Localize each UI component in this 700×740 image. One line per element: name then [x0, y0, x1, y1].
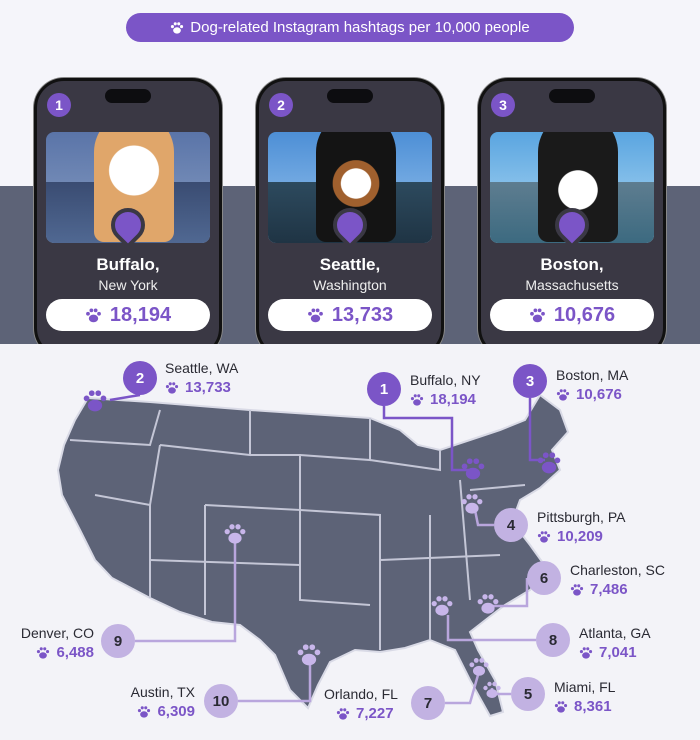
label-text: 8,361: [574, 698, 612, 715]
value-row: 6,309: [131, 702, 195, 722]
label-text: 13,733: [185, 379, 231, 396]
map-label-boston: Boston, MA 10,676: [556, 365, 628, 405]
banner-text: Dog-related Instagram hashtags per 10,00…: [190, 19, 530, 36]
paw-icon: [537, 530, 551, 544]
svg-text:8: 8: [549, 632, 557, 649]
value-row: 7,486: [570, 580, 665, 600]
rank-circle-10: 10: [204, 684, 238, 718]
title-banner: Dog-related Instagram hashtags per 10,00…: [126, 13, 574, 42]
svg-text:2: 2: [136, 370, 144, 387]
label-text: 6,309: [157, 703, 195, 720]
value-row: 8,361: [554, 697, 615, 717]
value-row: 10,676: [556, 385, 628, 405]
label-text: Charleston, SC: [570, 562, 665, 578]
value-row: 10,209: [537, 527, 625, 547]
rank-circle-2: 2: [123, 361, 157, 395]
svg-text:3: 3: [526, 373, 534, 390]
label-text: 10,209: [557, 528, 603, 545]
label-text: Buffalo, NY: [410, 372, 481, 388]
state-borders: [69, 409, 526, 650]
label-text: Atlanta, GA: [579, 625, 651, 641]
paw-icon: [336, 707, 350, 721]
map-label-buffalo: Buffalo, NY 18,194: [410, 370, 481, 410]
label-text: Boston, MA: [556, 367, 629, 383]
rank-circle-5: 5: [511, 677, 545, 711]
value-text: 18,194: [109, 303, 172, 326]
label-text: Miami, FL: [554, 679, 616, 695]
svg-text:7: 7: [424, 695, 432, 712]
label-text: 7,486: [590, 581, 628, 598]
label-text: Seattle, WA: [165, 360, 239, 376]
label-text: 6,488: [56, 644, 94, 661]
svg-text:4: 4: [507, 517, 516, 534]
value-row: 13,733: [165, 378, 238, 398]
label-text: Pittsburgh, PA: [537, 509, 626, 525]
svg-text:5: 5: [524, 686, 532, 703]
label-text: 10,676: [576, 386, 622, 403]
value-row: 6,488: [21, 643, 94, 663]
label-text: 18,194: [430, 391, 476, 408]
phone-notch: [549, 89, 595, 103]
city-name: Buffalo,: [96, 255, 160, 274]
paw-icon: [165, 381, 179, 395]
label-text: Austin, TX: [130, 684, 195, 700]
paw-icon: [137, 705, 151, 719]
value-row: 7,041: [579, 643, 651, 663]
paw-icon: [410, 393, 424, 407]
paw-icon: [579, 646, 593, 660]
rank-circle-7: 7: [411, 686, 445, 720]
phone-card-2: 2 Seattle, Washington 13,733: [256, 78, 444, 358]
svg-text:1: 1: [380, 381, 388, 398]
city-name: Boston,: [540, 255, 604, 274]
label-text: 7,227: [356, 705, 394, 722]
state-name: Massachusetts: [525, 277, 619, 293]
value-row: 18,194: [410, 390, 481, 410]
map-label-atlanta: Atlanta, GA 7,041: [579, 623, 651, 663]
value-pill: 18,194: [46, 299, 210, 331]
rank-circle-9: 9: [101, 624, 135, 658]
map-label-miami: Miami, FL 8,361: [554, 677, 615, 717]
state-name: Washington: [313, 277, 387, 293]
us-outline: [56, 393, 570, 718]
map-label-pittsburgh: Pittsburgh, PA 10,209: [537, 507, 625, 547]
phone-card-1: 1 Buffalo, New York 18,194: [34, 78, 222, 358]
paw-icon: [556, 388, 570, 402]
map-label-charleston: Charleston, SC 7,486: [570, 560, 665, 600]
label-text: 7,041: [599, 644, 637, 661]
rank-circle-1: 1: [367, 372, 401, 406]
value-text: 13,733: [331, 303, 394, 326]
state-name: New York: [98, 277, 158, 293]
rank-badge: 3: [491, 93, 515, 117]
map-label-orlando: Orlando, FL 7,227: [324, 684, 398, 724]
rank-circle-3: 3: [513, 364, 547, 398]
value-row: 7,227: [324, 704, 398, 724]
city-name: Seattle,: [319, 255, 381, 274]
map-label-denver: Denver, CO 6,488: [21, 623, 94, 663]
paw-icon: [570, 583, 584, 597]
rank-badge: 2: [269, 93, 293, 117]
paw-icon: [36, 646, 50, 660]
rank-badge: 1: [47, 93, 71, 117]
label-text: Orlando, FL: [324, 686, 398, 702]
paw-icon: [554, 700, 568, 714]
rank-circles: 1 2 3 4 5 6 7 8 9 10: [101, 361, 570, 720]
value-pill: 10,676: [490, 299, 654, 331]
svg-text:10: 10: [213, 693, 230, 710]
map-label-austin: Austin, TX 6,309: [131, 682, 195, 722]
phone-notch: [327, 89, 373, 103]
value-pill: 13,733: [268, 299, 432, 331]
label-text: Denver, CO: [20, 625, 94, 641]
value-text: 10,676: [553, 303, 616, 326]
rank-circle-4: 4: [494, 508, 528, 542]
map-label-seattle: Seattle, WA 13,733: [165, 358, 238, 398]
rank-circle-8: 8: [536, 623, 570, 657]
rank-circle-6: 6: [527, 561, 561, 595]
phone-notch: [105, 89, 151, 103]
phone-card-3: 3 Boston, Massachusetts 10,676: [478, 78, 666, 358]
svg-text:9: 9: [114, 633, 122, 650]
svg-text:6: 6: [540, 570, 548, 587]
